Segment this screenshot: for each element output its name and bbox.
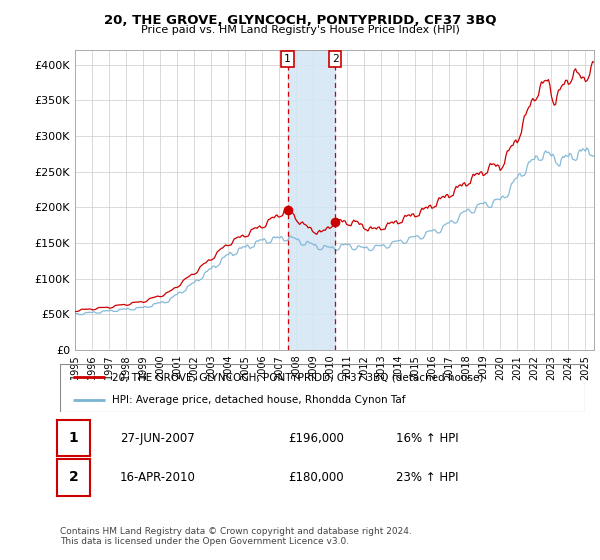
Text: 20, THE GROVE, GLYNCOCH, PONTYPRIDD, CF37 3BQ: 20, THE GROVE, GLYNCOCH, PONTYPRIDD, CF3… xyxy=(104,14,496,27)
Text: 27-JUN-2007: 27-JUN-2007 xyxy=(120,432,195,445)
Text: £196,000: £196,000 xyxy=(288,432,344,445)
Text: 1: 1 xyxy=(68,431,79,445)
Text: 2: 2 xyxy=(332,54,338,64)
Text: 23% ↑ HPI: 23% ↑ HPI xyxy=(396,471,458,484)
Text: 16-APR-2010: 16-APR-2010 xyxy=(120,471,196,484)
Text: HPI: Average price, detached house, Rhondda Cynon Taf: HPI: Average price, detached house, Rhon… xyxy=(113,395,406,405)
Bar xyxy=(287,50,335,350)
Text: 1: 1 xyxy=(284,54,291,64)
Text: £180,000: £180,000 xyxy=(288,471,344,484)
Text: 2: 2 xyxy=(68,470,79,484)
Text: 20, THE GROVE, GLYNCOCH, PONTYPRIDD, CF37 3BQ (detached house): 20, THE GROVE, GLYNCOCH, PONTYPRIDD, CF3… xyxy=(113,372,484,382)
Text: 16% ↑ HPI: 16% ↑ HPI xyxy=(396,432,458,445)
Text: Price paid vs. HM Land Registry's House Price Index (HPI): Price paid vs. HM Land Registry's House … xyxy=(140,25,460,35)
Text: Contains HM Land Registry data © Crown copyright and database right 2024.
This d: Contains HM Land Registry data © Crown c… xyxy=(60,526,412,546)
